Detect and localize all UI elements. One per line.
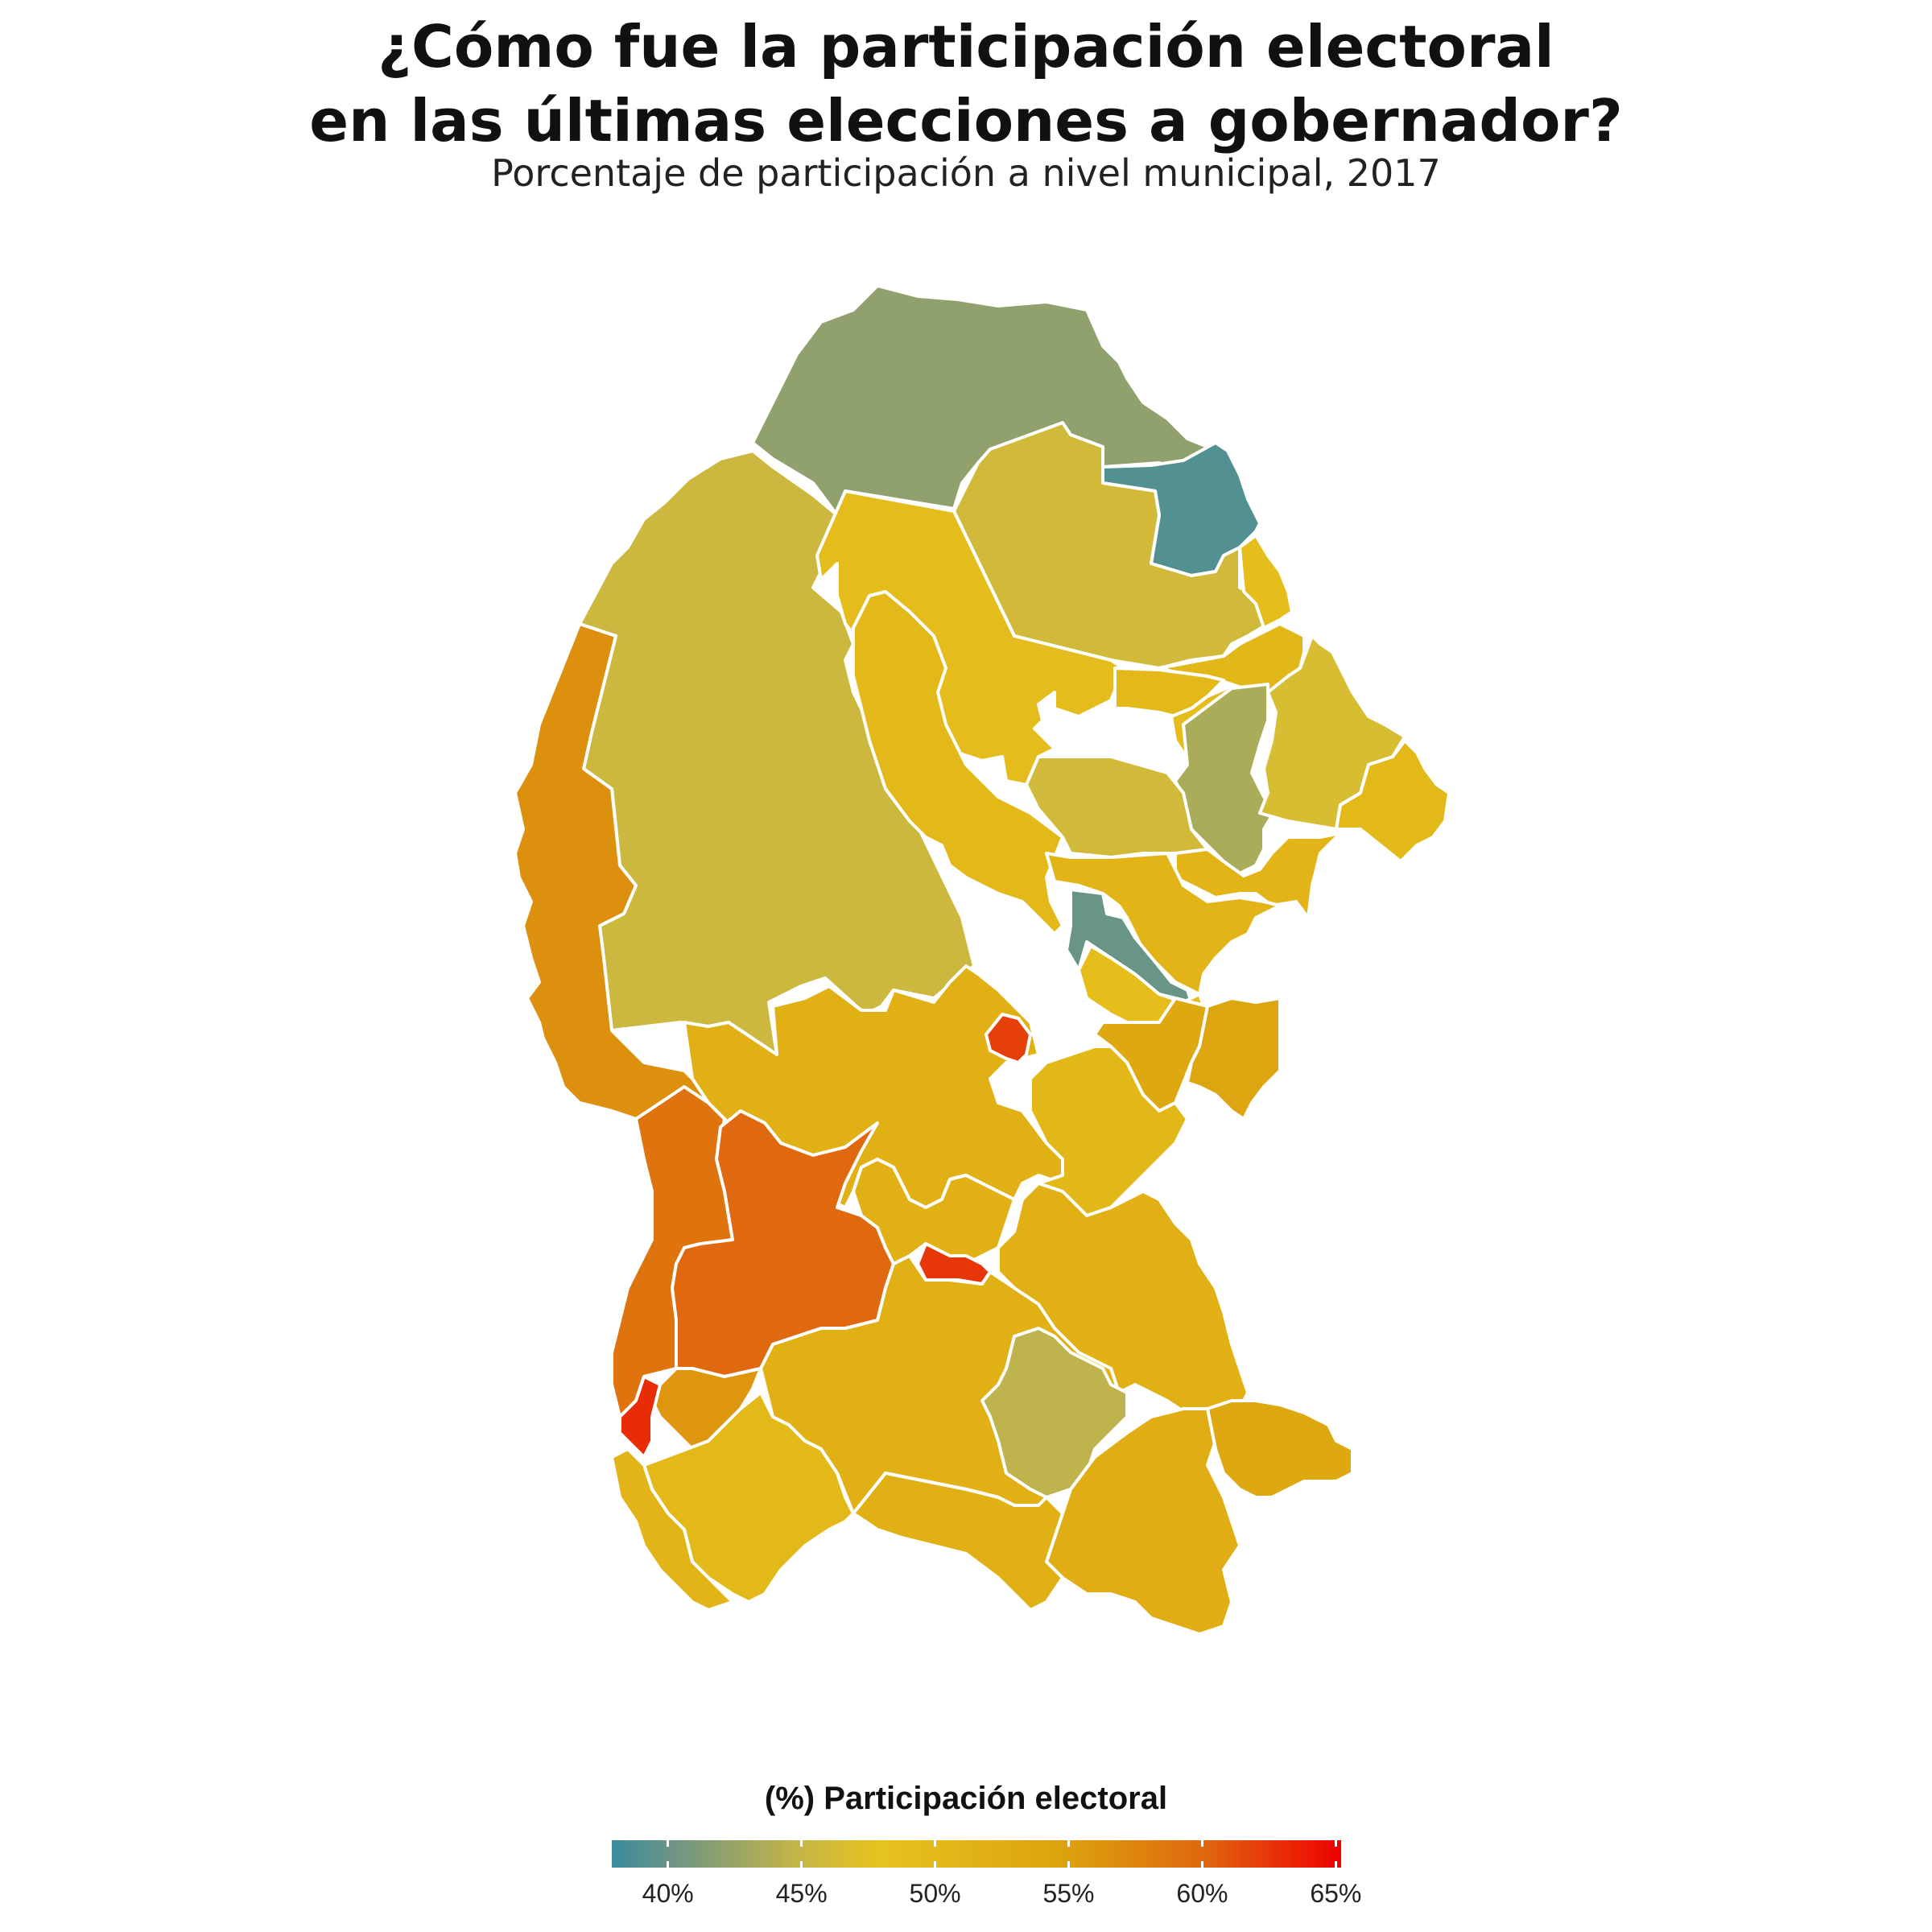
- legend-tick-mark: [667, 1861, 670, 1868]
- municipality-m07[interactable]: [1238, 534, 1294, 630]
- legend-tick-mark: [800, 1861, 803, 1868]
- municipality-m14[interactable]: [1025, 755, 1209, 859]
- legend-tick-label: 60%: [1176, 1879, 1228, 1908]
- municipality-m38[interactable]: [852, 1472, 1064, 1612]
- municipality-m06[interactable]: [852, 590, 1064, 935]
- legend-tick-label: 40%: [642, 1879, 694, 1908]
- legend-title: (%) Participación electoral: [764, 1781, 1168, 1816]
- legend-tick-mark: [1067, 1840, 1070, 1847]
- legend-tick-mark: [1334, 1840, 1337, 1847]
- municipality-m35[interactable]: [610, 1447, 734, 1612]
- legend-tick-label: 45%: [775, 1879, 828, 1908]
- legend-color-bar: [612, 1840, 1341, 1868]
- legend-tick-label: 55%: [1042, 1879, 1095, 1908]
- map-subtitle: Porcentaje de participación a nivel muni…: [491, 151, 1441, 195]
- legend-tick-mark: [934, 1861, 937, 1868]
- municipality-m27[interactable]: [1186, 997, 1282, 1121]
- municipality-m16[interactable]: [1174, 832, 1342, 919]
- map-title-line-1: ¿Cómo fue la participación electoral: [378, 13, 1554, 80]
- legend-tick-mark: [1067, 1861, 1070, 1868]
- municipality-m21[interactable]: [514, 622, 710, 1121]
- legend-tick-mark: [1200, 1861, 1203, 1868]
- municipality-m17[interactable]: [985, 1013, 1032, 1064]
- municipality-m37[interactable]: [1206, 1399, 1354, 1499]
- municipality-m18[interactable]: [1045, 852, 1282, 996]
- municipality-m29[interactable]: [1029, 1045, 1189, 1217]
- legend-tick-mark: [800, 1840, 803, 1847]
- legend-tick-mark: [1334, 1861, 1337, 1868]
- map-title-line-2: en las últimas elecciones a gobernador?: [309, 87, 1623, 155]
- legend-tick-label: 65%: [1310, 1879, 1362, 1908]
- municipality-m28[interactable]: [618, 1375, 662, 1459]
- legend-tick-mark: [1200, 1840, 1203, 1847]
- municipality-m13[interactable]: [1335, 739, 1451, 863]
- map-title: ¿Cómo fue la participación electoral en …: [0, 10, 1932, 158]
- legend-tick-mark: [934, 1840, 937, 1847]
- legend-tick-mark: [667, 1840, 670, 1847]
- legend-tick-label: 50%: [909, 1879, 961, 1908]
